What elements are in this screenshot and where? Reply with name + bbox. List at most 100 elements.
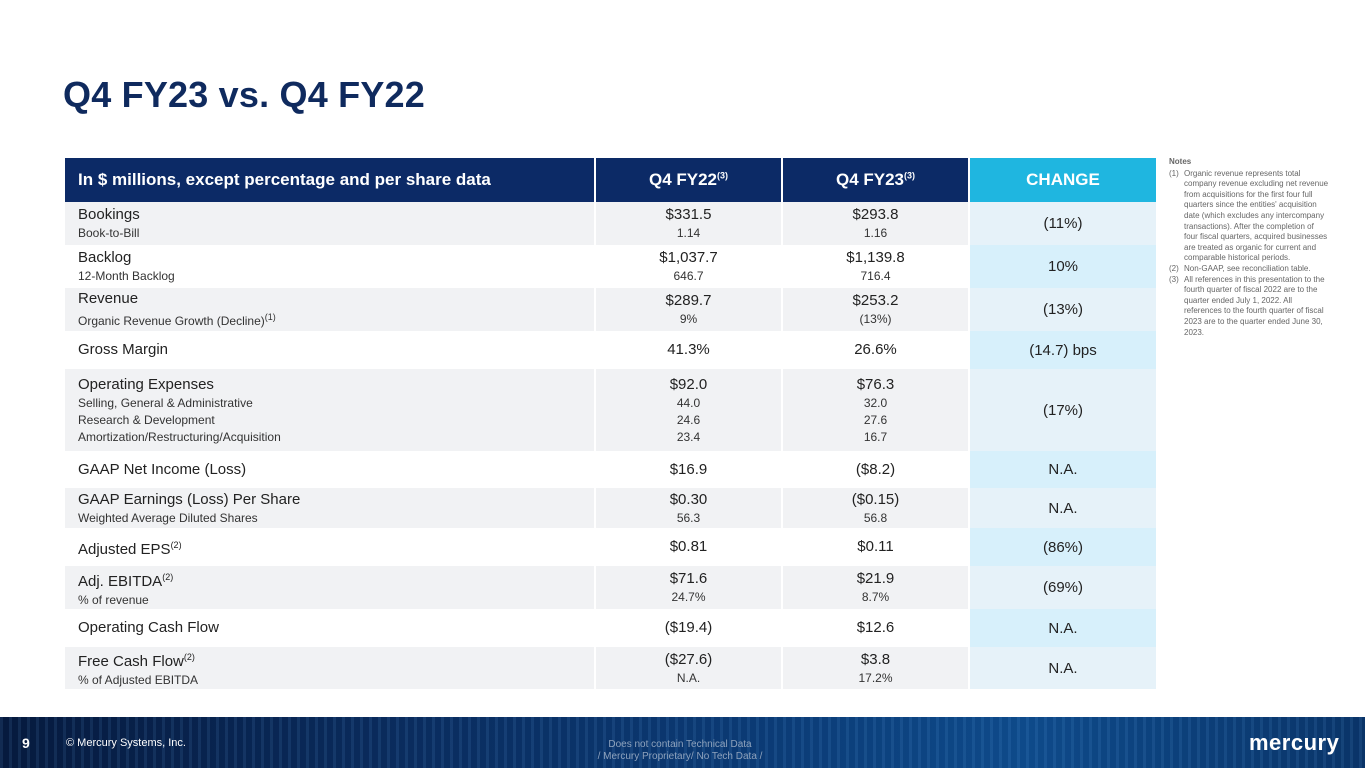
subvalue-q4fy22: 44.0 (676, 395, 701, 410)
row-label-cell: Adjusted EPS(2) (65, 528, 596, 566)
subvalue-q4fy23: 32.0 (863, 395, 888, 410)
row-label-text: Adjusted EPS (78, 540, 171, 558)
note-text: Organic revenue represents total company… (1184, 168, 1329, 263)
row-sublabel: Selling, General & Administrative (78, 395, 594, 412)
header-q4fy23-sup: (3) (904, 170, 916, 181)
value-q4fy23: ($8.2) (855, 460, 896, 478)
row-sublabel: Weighted Average Diluted Shares (78, 510, 594, 527)
table-row: GAAP Net Income (Loss) $16.9 ($8.2) N.A. (65, 451, 1156, 488)
note-text: All references in this presentation to t… (1184, 274, 1325, 337)
table-row: GAAP Earnings (Loss) Per Share Weighted A… (65, 488, 1156, 528)
table-row: Operating Expenses Selling, General & Adm… (65, 369, 1156, 451)
row-sublabel: % of Adjusted EBITDA (78, 672, 594, 689)
value-q4fy22: ($19.4) (664, 619, 713, 636)
table-row: Adjusted EPS(2) $0.81 $0.11 (86%) (65, 528, 1156, 566)
value-q4fy23: $1,139.8 (846, 249, 905, 266)
header-q4fy23-text: Q4 FY23 (835, 170, 905, 189)
row-label-cell: Operating Cash Flow (65, 609, 596, 647)
disclaimer: Does not contain Technical Data / Mercur… (560, 739, 800, 763)
row-sublabel-text: % of Adjusted EBITDA (78, 673, 199, 687)
row-label-text: Free Cash Flow (78, 653, 184, 670)
cell-q4fy22: ($27.6) N.A. (595, 647, 783, 689)
subvalue-q4fy23: 1.16 (863, 226, 888, 240)
row-sublabel-text: 12-Month Backlog (78, 269, 175, 283)
value-q4fy22: $71.6 (669, 570, 708, 587)
row-label: Operating Expenses (78, 375, 594, 395)
row-label-sup: (2) (162, 571, 174, 582)
disclaimer-line-2: / Mercury Proprietary/ No Tech Data / (597, 751, 763, 762)
value-q4fy22: $16.9 (669, 460, 708, 478)
footer-bar: 9 © Mercury Systems, Inc. Does not conta… (0, 717, 1365, 768)
header-q4fy23: Q4 FY23(3) (782, 158, 970, 202)
cell-q4fy22: $331.5 1.14 (595, 202, 783, 245)
row-label-cell: Bookings Book-to-Bill (65, 202, 596, 245)
cell-change: N.A. (969, 451, 1156, 488)
row-sublabel-text: Selling, General & Administrative (78, 395, 253, 410)
cell-q4fy22: ($19.4) (595, 609, 783, 647)
subvalue-q4fy22: 646.7 (673, 269, 704, 283)
subvalue-q4fy22: N.A. (676, 670, 701, 685)
subvalue-q4fy22: 56.3 (676, 510, 701, 525)
row-label-text: Revenue (78, 290, 139, 307)
notes-heading: Notes (1169, 157, 1192, 166)
cell-change: N.A. (969, 609, 1156, 647)
financial-comparison-table: In $ millions, except percentage and per… (65, 158, 1156, 689)
cell-change: (13%) (969, 288, 1156, 331)
note-number: (2) (1169, 263, 1179, 273)
cell-q4fy23: 26.6% (782, 331, 970, 369)
row-label-cell: Backlog 12-Month Backlog (65, 245, 596, 288)
row-label: Gross Margin (78, 340, 594, 360)
row-sublabel: 12-Month Backlog (78, 268, 594, 285)
value-q4fy23: $76.3 (856, 375, 895, 393)
value-q4fy22: $1,037.7 (659, 249, 718, 266)
copyright-text: © Mercury Systems, Inc. (66, 737, 186, 749)
row-label-text: Operating Cash Flow (78, 619, 219, 636)
cell-q4fy22: $289.7 9% (595, 288, 783, 331)
subvalue-q4fy22: 9% (679, 312, 698, 326)
cell-q4fy22: $16.9 (595, 451, 783, 488)
row-sublabel: % of revenue (78, 592, 594, 609)
cell-q4fy23: $0.11 (782, 528, 970, 566)
row-sublabel: Book-to-Bill (78, 225, 594, 242)
subvalue-q4fy23: 27.6 (863, 412, 888, 427)
header-q4fy22-text: Q4 FY22 (648, 170, 718, 189)
row-label-cell: Adj. EBITDA(2)% of revenue (65, 566, 596, 609)
note-item: (1) Organic revenue represents total comp… (1169, 169, 1329, 264)
row-sublabel-text: Organic Revenue Growth (Decline) (78, 314, 265, 328)
value-q4fy22: 41.3% (667, 341, 710, 358)
row-label-text: Bookings (78, 206, 140, 223)
row-label-cell: Gross Margin (65, 331, 596, 369)
note-item: (2) Non-GAAP, see reconciliation table. (1169, 264, 1329, 275)
table-body: Bookings Book-to-Bill $331.5 1.14 $293.8 1.16… (65, 202, 1156, 689)
value-q4fy22: $289.7 (665, 292, 712, 309)
row-label: Operating Cash Flow (78, 618, 594, 638)
row-label-cell: GAAP Earnings (Loss) Per Share Weighted A… (65, 488, 596, 528)
subvalue-q4fy23: 16.7 (863, 429, 888, 444)
header-label: In $ millions, except percentage and per… (65, 158, 596, 202)
row-label-text: GAAP Earnings (Loss) Per Share (78, 490, 301, 508)
subvalue-q4fy23: (13%) (859, 312, 892, 326)
subvalue-q4fy22: 24.7% (671, 590, 706, 604)
row-sublabel: Research & Development (78, 412, 594, 429)
subvalue-q4fy23: 716.4 (860, 269, 891, 283)
subvalue-q4fy23: 17.2% (858, 670, 893, 685)
note-number: (3) (1169, 274, 1179, 284)
row-label-cell: Free Cash Flow(2)% of Adjusted EBITDA (65, 647, 596, 689)
cell-change: (11%) (969, 202, 1156, 245)
row-label: Adjusted EPS(2) (78, 535, 594, 560)
row-label: GAAP Net Income (Loss) (78, 460, 594, 480)
cell-q4fy22: 41.3% (595, 331, 783, 369)
row-sublabel-text: Research & Development (78, 412, 215, 427)
cell-q4fy23: $293.8 1.16 (782, 202, 970, 245)
table-row: Adj. EBITDA(2)% of revenue $71.6 24.7% $21.… (65, 566, 1156, 609)
cell-change: (14.7) bps (969, 331, 1156, 369)
header-change: CHANGE (969, 158, 1156, 202)
value-q4fy23: $293.8 (852, 206, 899, 223)
table-row: Gross Margin 41.3% 26.6% (14.7) bps (65, 331, 1156, 369)
row-sublabel-text: Weighted Average Diluted Shares (78, 510, 258, 525)
cell-q4fy23: $1,139.8 716.4 (782, 245, 970, 288)
note-number: (1) (1169, 168, 1179, 178)
subvalue-q4fy23: 56.8 (863, 510, 888, 525)
row-label-cell: Revenue Organic Revenue Growth (Decline)(… (65, 288, 596, 331)
cell-q4fy23: $253.2 (13%) (782, 288, 970, 331)
